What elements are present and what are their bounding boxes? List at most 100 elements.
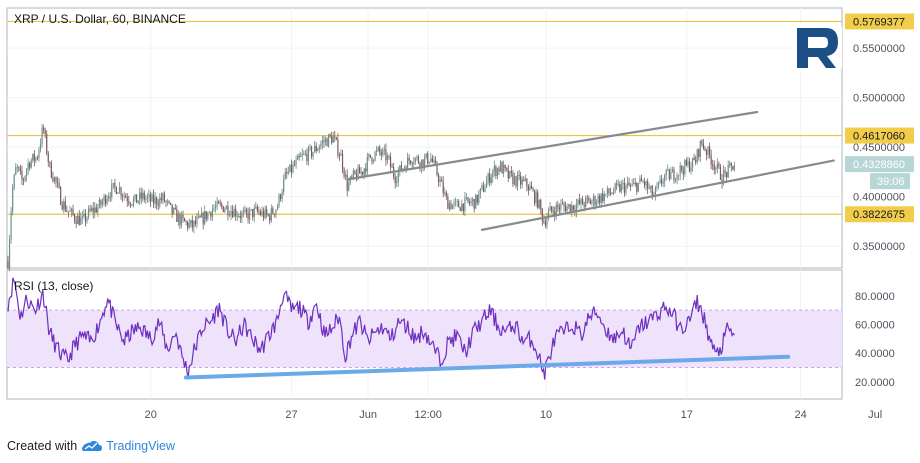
candle-body (151, 194, 153, 202)
candle-body (509, 171, 511, 179)
candle-body (583, 204, 585, 207)
candle-body (380, 152, 382, 156)
candle-body (636, 182, 638, 192)
candle-body (688, 161, 691, 172)
candle-body (351, 176, 353, 178)
candle-body (104, 195, 107, 204)
candle-body (561, 203, 564, 205)
candle-body (329, 134, 331, 137)
footer: Created with TradingView (7, 436, 175, 456)
candle-body (303, 153, 305, 155)
candle-body (648, 188, 650, 190)
candle-body (529, 186, 531, 191)
candle-body (430, 158, 432, 162)
candle-body (541, 209, 543, 221)
candle-body (86, 217, 88, 222)
candle-body (218, 201, 220, 204)
candle-body (204, 211, 206, 224)
candle-body (495, 166, 497, 176)
candle-body (324, 138, 327, 143)
candle-body (537, 192, 539, 208)
candle-body (283, 179, 285, 193)
rsi-tick-label: 20.0000 (855, 377, 895, 389)
candle-body (674, 180, 677, 181)
candle-body (564, 206, 567, 212)
candle-body (578, 199, 581, 204)
candle-body (143, 192, 145, 200)
candle-body (284, 172, 286, 180)
candle-body (602, 193, 604, 202)
candle-body (108, 196, 110, 200)
candle-body (25, 169, 28, 177)
candle-body (81, 216, 83, 218)
candle-body (400, 165, 402, 172)
candle-body (177, 213, 179, 222)
candle-body (43, 127, 45, 130)
candle-body (671, 169, 674, 173)
candle-body (22, 179, 25, 181)
candle-body (549, 206, 551, 212)
countdown-bg (870, 173, 910, 190)
candle-body (591, 201, 593, 204)
candle-body (716, 163, 718, 169)
candle-body (690, 167, 692, 172)
candle-body (532, 189, 534, 191)
candle-body (453, 202, 455, 205)
candle-body (691, 157, 694, 168)
candle-body (7, 261, 9, 268)
candle-body (346, 174, 348, 191)
candle-body (489, 173, 491, 184)
candle-body (139, 192, 141, 201)
price-tick-label: 0.5000000 (853, 93, 905, 105)
candle-body (72, 208, 74, 215)
candle-body (70, 208, 73, 212)
candle-body (13, 175, 15, 189)
tradingview-link[interactable]: TradingView (81, 439, 175, 453)
candle-body (10, 211, 12, 240)
candle-body (630, 185, 632, 187)
candle-body (244, 209, 246, 212)
candle-body (94, 207, 96, 213)
candle-body (117, 192, 119, 194)
candle-body (275, 209, 277, 215)
candle-body (614, 183, 616, 193)
candle-body (473, 199, 475, 209)
candle-body (374, 151, 376, 161)
candle-body (713, 164, 715, 170)
candle-body (662, 181, 664, 184)
price-pane (7, 20, 842, 272)
candle-body (190, 220, 192, 224)
candle-body (358, 167, 361, 174)
candle-body (594, 196, 596, 206)
candle-body (230, 210, 232, 216)
candle-body (670, 172, 672, 180)
candle-body (571, 205, 573, 213)
candle-body (332, 136, 334, 143)
rsi-tick-label: 40.0000 (855, 348, 895, 360)
candle-body (524, 178, 526, 181)
candle-body (75, 220, 77, 224)
candle-body (447, 196, 449, 210)
candle-body (252, 209, 254, 218)
candle-body (695, 160, 697, 163)
candle-body (521, 179, 523, 185)
candle-body (724, 170, 726, 173)
candle-body (540, 199, 542, 210)
candle-body (197, 215, 200, 218)
candle-body (660, 179, 663, 184)
candle-body (668, 169, 670, 180)
candle-body (702, 143, 705, 149)
candle-body (27, 163, 29, 170)
rsi-tick-label: 80.0000 (855, 291, 895, 303)
candle-body (560, 203, 562, 210)
candle-body (365, 168, 367, 172)
candle-body (427, 153, 429, 164)
candle-body (687, 161, 689, 166)
price-tick-label: 0.4000000 (853, 192, 905, 204)
candle-body (307, 147, 310, 162)
tradingview-brand: TradingView (106, 439, 175, 453)
candle-body (73, 214, 76, 221)
candle-body (368, 154, 370, 157)
candle-body (345, 174, 347, 177)
